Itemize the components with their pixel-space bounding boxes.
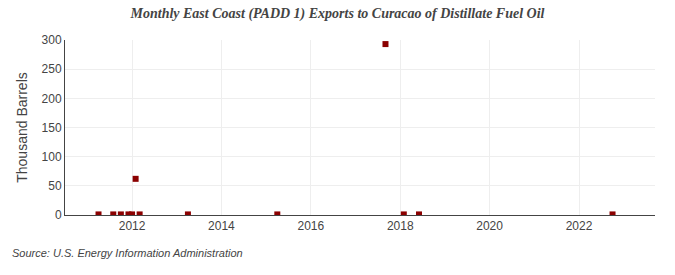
svg-text:300: 300 — [42, 33, 62, 47]
svg-text:150: 150 — [42, 121, 62, 135]
svg-text:2016: 2016 — [297, 219, 324, 233]
svg-text:50: 50 — [48, 179, 62, 193]
svg-text:Thousand Barrels: Thousand Barrels — [14, 72, 30, 183]
svg-text:2020: 2020 — [476, 219, 503, 233]
svg-text:200: 200 — [42, 92, 62, 106]
svg-text:250: 250 — [42, 62, 62, 76]
svg-text:Monthly East Coast (PADD 1) Ex: Monthly East Coast (PADD 1) Exports to C… — [130, 6, 545, 22]
svg-text:2014: 2014 — [208, 219, 235, 233]
svg-text:100: 100 — [42, 150, 62, 164]
svg-text:2018: 2018 — [387, 219, 414, 233]
svg-text:0: 0 — [55, 208, 62, 222]
svg-text:Source: U.S. Energy Informatio: Source: U.S. Energy Information Administ… — [12, 247, 243, 259]
svg-text:2022: 2022 — [566, 219, 593, 233]
svg-text:2012: 2012 — [119, 219, 146, 233]
